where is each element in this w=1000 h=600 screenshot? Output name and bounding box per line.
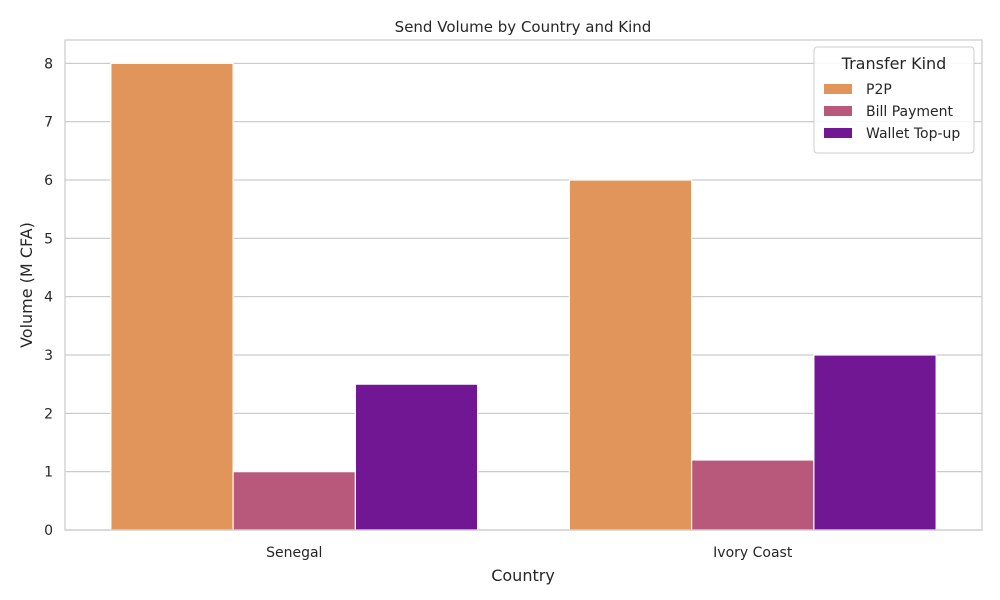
x-tick-labels: Senegal Ivory Coast bbox=[266, 545, 793, 561]
y-tick-label: 5 bbox=[44, 231, 53, 247]
legend-items: P2P Bill Payment Wallet Top-up bbox=[824, 82, 960, 142]
legend-swatch bbox=[824, 84, 852, 94]
bar-wallet-top-up-ivory-coast bbox=[813, 354, 937, 531]
chart-title: Send Volume by Country and Kind bbox=[395, 18, 652, 36]
y-tick-labels: 0 1 2 3 4 5 6 7 8 bbox=[44, 56, 53, 539]
legend-label: Bill Payment bbox=[866, 104, 954, 120]
bar-p2p-ivory-coast bbox=[568, 179, 693, 531]
legend: Transfer Kind P2P Bill Payment Wallet Top-… bbox=[813, 46, 975, 154]
x-tick-label: Senegal bbox=[266, 545, 322, 561]
plot-frame bbox=[64, 39, 983, 531]
y-tick-label: 2 bbox=[44, 406, 53, 422]
legend-box bbox=[813, 46, 975, 154]
bar-bill-payment-senegal bbox=[232, 471, 356, 531]
y-axis-label: Volume (M CFA) bbox=[17, 222, 36, 348]
x-axis-label: Country bbox=[491, 566, 555, 585]
y-tick-label: 6 bbox=[44, 173, 53, 189]
legend-title: Transfer Kind bbox=[841, 54, 947, 73]
legend-swatch bbox=[824, 128, 852, 138]
y-tick-label: 0 bbox=[44, 523, 53, 539]
y-tick-label: 7 bbox=[44, 115, 53, 131]
legend-swatch bbox=[824, 106, 852, 116]
y-tick-label: 1 bbox=[44, 465, 53, 481]
bar-p2p-senegal bbox=[110, 62, 234, 531]
legend-label: Wallet Top-up bbox=[866, 126, 960, 142]
bar-wallet-top-up-senegal bbox=[354, 383, 479, 531]
bars bbox=[110, 62, 937, 531]
legend-label: P2P bbox=[866, 82, 892, 98]
bar-bill-payment-ivory-coast bbox=[691, 459, 815, 531]
x-tick-label: Ivory Coast bbox=[713, 545, 793, 561]
y-tick-label: 8 bbox=[44, 56, 53, 72]
y-tick-label: 4 bbox=[44, 290, 53, 306]
y-tick-label: 3 bbox=[44, 348, 53, 364]
